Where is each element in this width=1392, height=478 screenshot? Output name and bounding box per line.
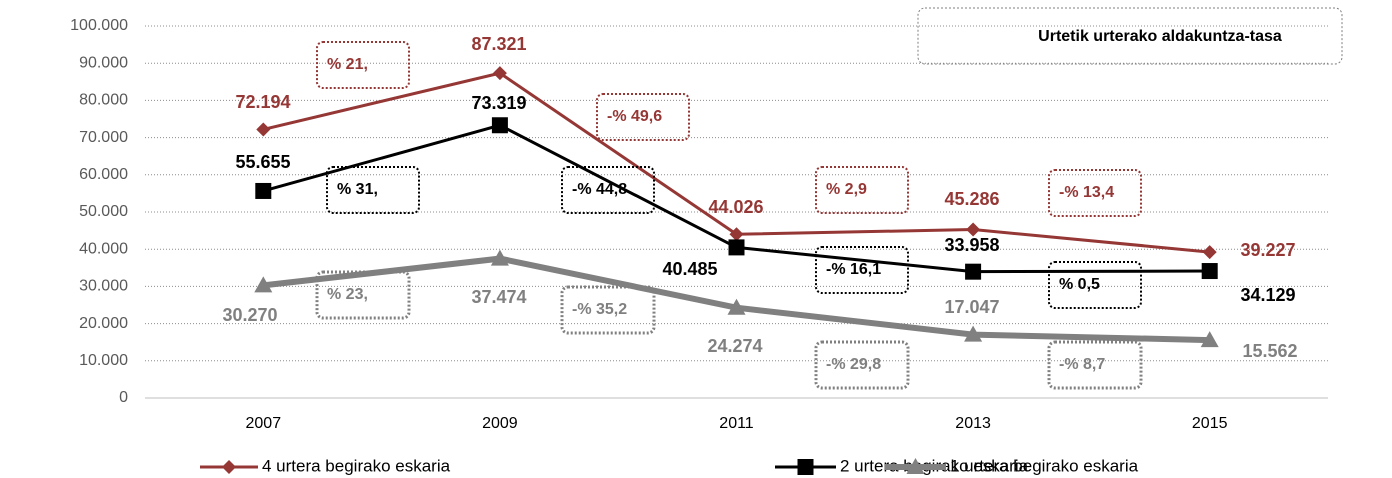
change-label: -% 16,1 <box>826 261 881 278</box>
marker <box>255 183 271 199</box>
marker <box>1203 245 1217 259</box>
y-tick-label: 10.000 <box>79 352 128 369</box>
change-label: % 0,5 <box>1059 276 1100 293</box>
y-tick-label: 30.000 <box>79 278 128 295</box>
y-tick-label: 100.000 <box>70 17 128 34</box>
value-label: 45.286 <box>944 189 999 209</box>
legend-marker <box>222 460 236 474</box>
value-label: 73.319 <box>471 93 526 113</box>
x-tick-label: 2015 <box>1192 415 1228 432</box>
change-label: -% 13,4 <box>1059 184 1114 201</box>
change-label: % 31, <box>337 181 378 198</box>
annotation: Urtetik urterako aldakuntza-tasa <box>1038 28 1282 45</box>
value-label: 40.485 <box>662 259 717 279</box>
y-tick-label: 40.000 <box>79 240 128 257</box>
y-tick-label: 90.000 <box>79 54 128 71</box>
value-label: 15.562 <box>1242 341 1297 361</box>
marker <box>729 239 745 255</box>
y-tick-label: 80.000 <box>79 92 128 109</box>
y-tick-label: 70.000 <box>79 129 128 146</box>
legend-label: 1 urtera begirako eskaria <box>950 456 1139 475</box>
value-label: 72.194 <box>235 92 290 112</box>
change-label: -% 35,2 <box>572 301 627 318</box>
y-tick-label: 0 <box>119 389 128 406</box>
x-tick-label: 2007 <box>246 415 282 432</box>
marker <box>965 264 981 280</box>
change-label: % 21, <box>327 56 368 73</box>
legend-label: 4 urtera begirako eskaria <box>262 456 451 475</box>
change-label: -% 49,6 <box>607 108 662 125</box>
value-label: 17.047 <box>944 297 999 317</box>
value-label: 39.227 <box>1240 240 1295 260</box>
value-label: 55.655 <box>235 152 290 172</box>
value-label: 24.274 <box>707 336 762 356</box>
x-tick-label: 2009 <box>482 415 518 432</box>
x-tick-label: 2011 <box>719 415 754 432</box>
marker <box>492 117 508 133</box>
value-label: 44.026 <box>708 197 763 217</box>
y-tick-label: 60.000 <box>79 166 128 183</box>
change-label: % 23, <box>327 286 368 303</box>
change-label: -% 44,8 <box>572 181 627 198</box>
change-label: % 2,9 <box>826 181 867 198</box>
legend-marker <box>798 459 814 475</box>
y-tick-label: 20.000 <box>79 315 128 332</box>
change-label: -% 8,7 <box>1059 356 1105 373</box>
value-label: 37.474 <box>471 287 526 307</box>
y-tick-label: 50.000 <box>79 203 128 220</box>
value-label: 87.321 <box>471 34 526 54</box>
change-label: -% 29,8 <box>826 356 881 373</box>
marker <box>1202 263 1218 279</box>
chart: Urtetik urterako aldakuntza-tasa 0 10.000… <box>0 0 1392 478</box>
value-label: 30.270 <box>222 305 277 325</box>
x-tick-label: 2013 <box>955 415 991 432</box>
marker <box>256 122 270 136</box>
value-label: 34.129 <box>1240 285 1295 305</box>
value-label: 33.958 <box>944 235 999 255</box>
